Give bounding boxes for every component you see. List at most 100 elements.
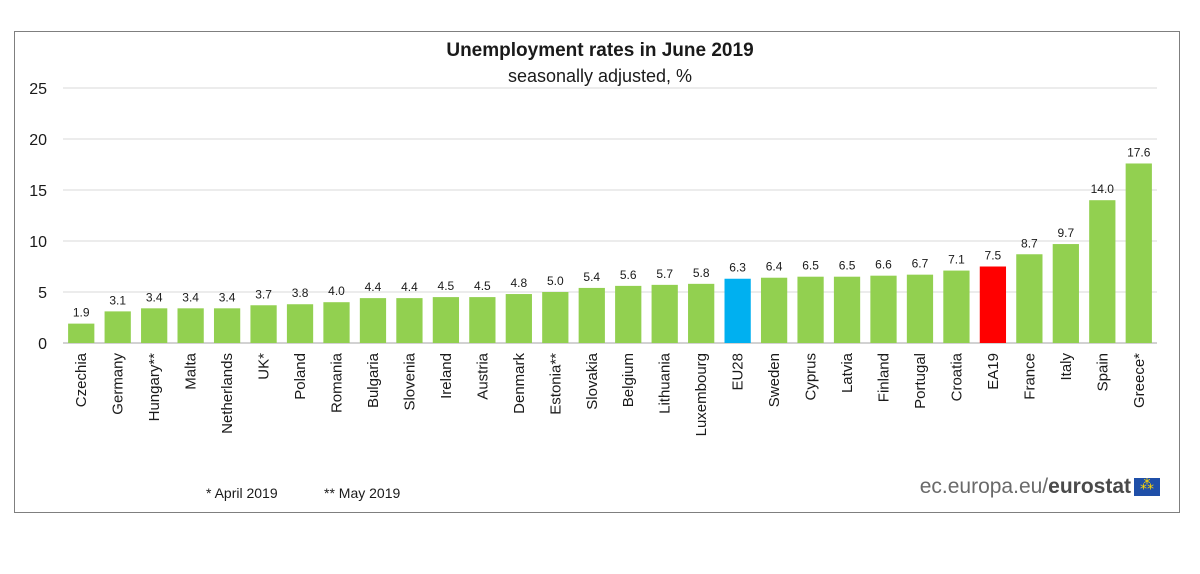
value-label: 3.8	[292, 286, 309, 300]
source-brand: eurostat	[1048, 475, 1131, 498]
y-tick-label: 0	[38, 336, 47, 353]
value-label: 14.0	[1091, 182, 1115, 196]
category-label: Slovakia	[584, 352, 601, 409]
value-label: 3.4	[146, 290, 163, 304]
value-label: 6.5	[802, 259, 819, 273]
category-label: Ireland	[438, 353, 455, 399]
y-tick-label: 5	[38, 285, 47, 302]
value-label: 6.4	[766, 260, 783, 274]
chart-title: Unemployment rates in June 2019	[446, 40, 754, 61]
category-label: Croatia	[948, 352, 965, 401]
value-label: 7.5	[985, 249, 1002, 263]
source-site: ec.europa.eu/	[919, 475, 1049, 498]
category-label: Hungary**	[146, 353, 163, 422]
bar	[724, 278, 751, 343]
value-label: 4.4	[401, 280, 418, 294]
bar	[469, 297, 496, 343]
bar	[1089, 200, 1116, 343]
value-label: 5.7	[656, 267, 673, 281]
category-label: France	[1021, 353, 1038, 400]
bar	[396, 298, 423, 343]
footnote-may: ** May 2019	[324, 485, 401, 501]
category-label: Greece*	[1131, 353, 1148, 408]
source-credit[interactable]: ec.europa.eu/ eurostat	[920, 475, 1160, 499]
category-label: Netherlands	[219, 353, 236, 434]
category-label: Czechia	[73, 352, 90, 407]
category-label: Austria	[474, 352, 491, 399]
category-label: Denmark	[511, 353, 528, 414]
value-label: 4.8	[510, 276, 527, 290]
category-label: EA19	[985, 353, 1002, 390]
category-label: Cyprus	[803, 353, 820, 401]
bar	[432, 297, 460, 343]
category-label: Italy	[1058, 353, 1075, 381]
value-label: 1.9	[73, 306, 90, 320]
value-label: 4.5	[438, 279, 455, 293]
bar	[1016, 254, 1043, 343]
bar	[979, 266, 1007, 343]
value-label: 5.8	[693, 266, 710, 280]
category-label: Bulgaria	[365, 352, 382, 408]
bar	[542, 292, 569, 343]
bar	[943, 270, 970, 343]
bar	[177, 308, 204, 343]
value-label: 3.4	[182, 290, 199, 304]
bar	[651, 284, 678, 343]
value-label: 4.0	[328, 284, 345, 298]
bar	[359, 298, 387, 343]
bar	[578, 287, 605, 343]
value-label: 5.0	[547, 274, 564, 288]
value-label: 6.6	[875, 258, 892, 272]
bar	[104, 311, 131, 343]
bar	[141, 308, 168, 343]
value-label: 6.3	[729, 261, 746, 275]
bar	[250, 305, 277, 343]
category-label: Estonia**	[547, 353, 564, 415]
value-label: 8.7	[1021, 236, 1038, 250]
category-label: Spain	[1094, 353, 1111, 391]
bar	[833, 276, 861, 343]
category-label: Lithuania	[657, 352, 674, 414]
bar	[870, 275, 897, 343]
value-label: 3.4	[219, 290, 236, 304]
category-label: UK*	[256, 353, 273, 380]
category-label: Portugal	[912, 353, 929, 409]
category-label: Finland	[876, 353, 893, 402]
value-label: 5.6	[620, 268, 637, 282]
category-label: Belgium	[620, 353, 637, 407]
category-label: Malta	[183, 352, 200, 389]
category-label: EU28	[730, 353, 747, 391]
category-label: Slovenia	[401, 352, 418, 410]
bar	[1052, 244, 1079, 343]
value-label: 3.7	[255, 287, 272, 301]
value-label: 4.5	[474, 279, 491, 293]
bar	[797, 276, 824, 343]
value-label: 17.6	[1127, 145, 1151, 159]
value-label: 9.7	[1057, 226, 1074, 240]
value-label: 3.1	[109, 293, 126, 307]
bar	[213, 308, 241, 343]
bar	[760, 277, 788, 343]
category-label: Sweden	[766, 353, 783, 407]
category-label: Latvia	[839, 352, 856, 393]
footnote-april: * April 2019	[206, 485, 278, 501]
bar	[615, 285, 642, 343]
bar	[688, 283, 715, 343]
category-label: Germany	[110, 353, 127, 415]
bar	[1125, 163, 1152, 343]
category-label: Luxembourg	[693, 353, 710, 436]
value-label: 7.1	[948, 253, 965, 267]
bar	[286, 304, 314, 343]
bar	[323, 302, 350, 343]
chart-subtitle: seasonally adjusted, %	[507, 66, 693, 86]
y-tick-label: 15	[29, 183, 47, 200]
y-tick-label: 10	[29, 234, 47, 251]
value-label: 5.4	[583, 270, 600, 284]
value-label: 6.7	[912, 257, 929, 271]
value-label: 6.5	[839, 259, 856, 273]
bar	[906, 274, 934, 343]
category-label: Poland	[292, 353, 309, 400]
bar	[505, 294, 532, 343]
bar	[68, 323, 95, 343]
